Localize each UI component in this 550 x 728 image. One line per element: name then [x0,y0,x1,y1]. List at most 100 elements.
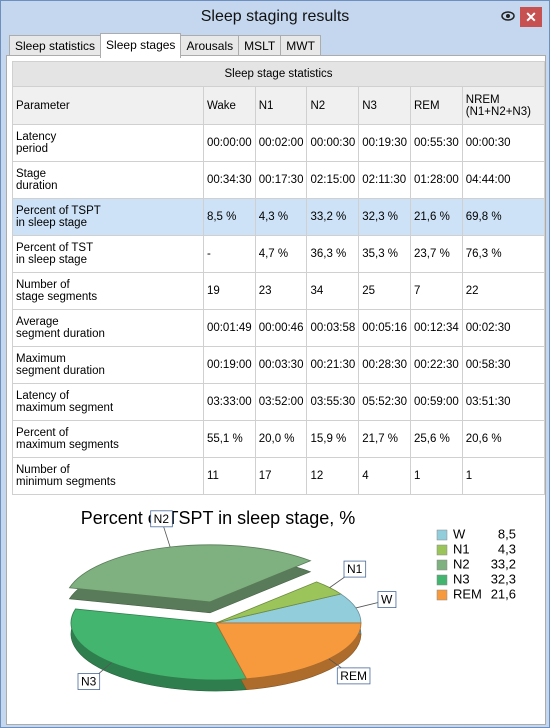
cell: 03:51:30 [461,383,546,421]
cell: 00:28:30 [358,346,411,384]
tab[interactable]: Sleep statistics [9,35,102,57]
cell: 1 [410,457,463,495]
cell: 4,7 % [254,235,308,273]
cell: 12 [306,457,360,495]
tab[interactable]: Sleep stages [100,33,182,58]
legend-swatch [436,544,448,556]
cell: 55,1 % [202,420,256,458]
cell: 4,3 % [254,198,308,236]
window-title: Sleep staging results [200,8,350,25]
slice-label: W [381,593,393,607]
cell: 00:59:00 [410,383,463,421]
cell: 04:44:00 [461,161,546,199]
cell: 00:19:30 [358,124,411,162]
slice [70,608,248,681]
cell: 7 [410,272,463,310]
legend-value: 33,2 [491,556,516,571]
tab[interactable]: MWT [280,35,321,57]
table-row[interactable]: Number of stage segments 19 23 34 25 7 22 [12,272,546,310]
legend-label: REM [453,586,482,601]
cell: 23,7 % [410,235,463,273]
column-header: NREM (N1+N2+N3) [461,86,546,125]
cell: 00:22:30 [410,346,463,384]
row-label: Maximum segment duration [12,346,204,384]
slice-label: REM [340,669,367,683]
column-header: N3 [358,86,411,125]
table-row[interactable]: Percent of TST in sleep stage -4,7 % 36,3 … [12,235,546,273]
column-header: Wake [202,86,256,125]
cell: 03:33:00 [202,383,256,421]
legend-swatch [436,559,448,571]
legend-value: 4,3 [498,541,516,556]
row-label: Number of minimum segments [12,457,204,495]
table-row[interactable]: Latency of maximum segment 03:33:00 03:52:… [12,383,546,421]
chart: Percent of TSPT in sleep stage, % WN1N2N… [68,508,516,692]
cell: 05:52:30 [358,383,411,421]
slice-label: N1 [347,562,363,576]
column-header: N2 [306,86,360,125]
legend-value: 21,6 [491,586,516,601]
cell: 00:00:30 [461,124,546,162]
slice-label: N3 [81,675,97,689]
legend-value: 32,3 [491,571,516,586]
cell: 69,8 % [461,198,546,236]
cell: 17 [254,457,308,495]
table-row[interactable]: Stage duration 00:34:30 00:17:30 02:15:00 02… [12,161,546,199]
row-label: Percent of TST in sleep stage [12,235,204,273]
legend-swatch [436,529,448,541]
cell: 36,3 % [306,235,360,273]
slice-label-box [336,667,371,685]
cell: 00:19:00 [202,346,256,384]
table-row[interactable]: Percent of TSPT in sleep stage 8,5 % 4,3 %… [12,198,546,236]
cell: 00:58:30 [461,346,546,384]
row-label: Percent of TSPT in sleep stage [12,198,204,236]
tab[interactable]: Arousals [180,35,240,57]
cell: 00:12:34 [410,309,463,347]
cell: 4 [358,457,411,495]
slice-label: N2 [154,512,170,526]
cell: 15,9 % [306,420,360,458]
cell: 76,3 % [461,235,546,273]
cell: 23 [254,272,308,310]
cell: 00:17:30 [254,161,308,199]
column-header: Parameter [12,86,204,125]
cell: 22 [461,272,546,310]
legend-swatch [436,574,448,586]
cell: 00:34:30 [202,161,256,199]
slice-label-box [377,591,397,608]
column-header: N1 [254,86,308,125]
table-row[interactable]: Average segment duration 00:01:49 00:00:46… [12,309,546,347]
cell: 00:05:16 [358,309,411,347]
row-label: Latency period [12,124,204,162]
cell: 00:21:30 [306,346,360,384]
legend-label: N2 [453,556,470,571]
legend-swatch [436,589,448,601]
table-row[interactable]: Latency period 00:00:00 00:02:00 00:00:30 00… [12,124,546,162]
cell: 03:52:00 [254,383,308,421]
table-row[interactable]: Number of minimum segments 11 17 12 4 1 1 [12,457,546,495]
table-row[interactable]: Percent of maximum segments 55,1 % 20,0 % 1… [12,420,546,458]
legend-label: N3 [453,571,470,586]
cell: 00:01:49 [202,309,256,347]
cell: 21,7 % [358,420,411,458]
cell: 01:28:00 [410,161,463,199]
column-header: REM [410,86,463,125]
close-button[interactable]: ✕ [520,7,542,27]
cell: 33,2 % [306,198,360,236]
row-label: Latency of maximum segment [12,383,204,421]
row-label: Stage duration [12,161,204,199]
cell: 21,6 % [410,198,463,236]
cell: - [202,235,256,273]
eye-icon[interactable] [501,9,515,23]
legend-value: 8,5 [498,526,516,541]
stats-table: Sleep stage statistics Parameter Wake N1 N2 N… [12,61,546,495]
table-caption-row: Sleep stage statistics [12,61,545,87]
cell: 00:03:58 [306,309,360,347]
tab[interactable]: MSLT [238,35,282,57]
header-row: Parameter Wake N1 N2 N3 REM NREM (N1+N2+N3) [12,86,546,125]
table-row[interactable]: Maximum segment duration 00:19:00 00:03:30… [12,346,546,384]
cell: 20,6 % [461,420,546,458]
cell: 00:02:00 [254,124,308,162]
cell: 19 [202,272,256,310]
